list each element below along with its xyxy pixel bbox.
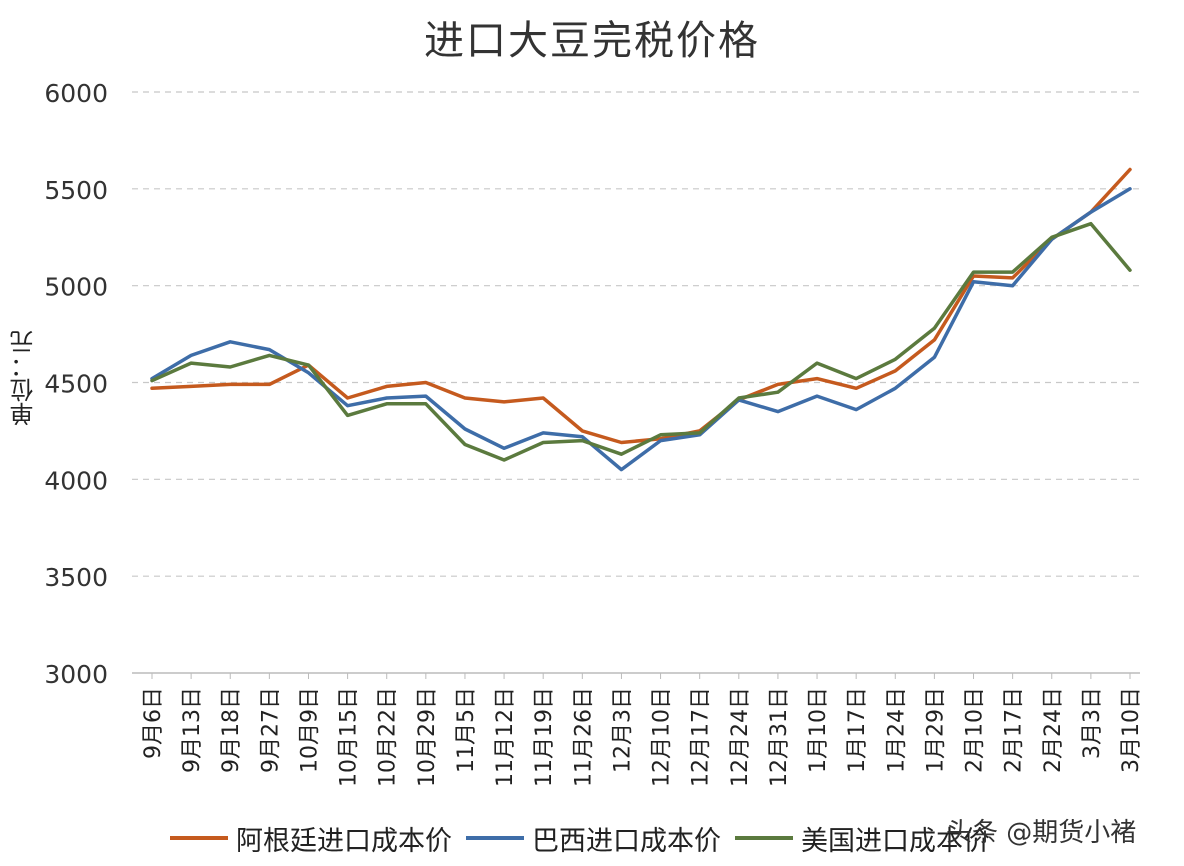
x-tick-label: 12月31日 xyxy=(767,687,792,787)
x-tick-label: 9月18日 xyxy=(219,687,244,773)
legend-item-usa: 美国进口成本价 xyxy=(735,819,990,858)
legend-label-usa: 美国进口成本价 xyxy=(801,825,990,857)
x-tick-label: 11月5日 xyxy=(454,687,479,773)
x-tick-label: 10月29日 xyxy=(415,687,440,787)
series-line xyxy=(150,167,1132,445)
y-tick-label: 4500 xyxy=(44,370,108,399)
x-tick-label: 1月24日 xyxy=(884,687,909,773)
watermark: 头条 @期货小褚 xyxy=(946,818,1137,848)
x-tick-label: 2月24日 xyxy=(1041,687,1066,773)
y-tick-label: 3000 xyxy=(44,660,108,689)
x-tick-label: 12月17日 xyxy=(689,687,714,787)
x-tick-label: 12月3日 xyxy=(610,687,635,773)
x-tick-label: 9月6日 xyxy=(141,687,166,759)
x-tick-label: 11月19日 xyxy=(532,687,557,787)
x-tick-label: 12月24日 xyxy=(728,687,753,787)
y-tick-label: 6000 xyxy=(44,79,108,108)
x-tick-label: 1月10日 xyxy=(806,687,831,773)
x-tick-label: 11月26日 xyxy=(571,687,596,787)
series-line xyxy=(150,221,1132,462)
legend-item-argentina: 阿根廷进口成本价 xyxy=(170,819,452,858)
legend-swatch-brazil xyxy=(466,836,524,840)
x-tick-label: 3月10日 xyxy=(1119,687,1144,773)
legend-swatch-argentina xyxy=(170,836,228,840)
x-tick-label: 2月10日 xyxy=(963,687,988,773)
x-tick-label: 9月27日 xyxy=(258,687,283,773)
chart-title: 进口大豆完税价格 xyxy=(424,18,760,64)
x-tick-label: 3月3日 xyxy=(1080,687,1105,759)
y-tick-label: 5000 xyxy=(44,273,108,302)
x-tick-label: 1月17日 xyxy=(845,687,870,773)
y-tick-label: 3500 xyxy=(44,563,108,592)
y-tick-label: 4000 xyxy=(44,466,108,495)
y-tick-label: 5500 xyxy=(44,176,108,205)
x-tick-label: 10月22日 xyxy=(376,687,401,787)
legend: 阿根廷进口成本价 巴西进口成本价 美国进口成本价 xyxy=(170,818,990,858)
x-tick-label: 9月13日 xyxy=(180,687,205,773)
x-tick-label: 10月15日 xyxy=(337,687,362,787)
legend-swatch-usa xyxy=(735,836,793,840)
legend-label-brazil: 巴西进口成本价 xyxy=(532,825,721,857)
x-tick-label: 11月12日 xyxy=(493,687,518,787)
x-tick-label: 1月29日 xyxy=(923,687,948,773)
x-tick-label: 10月9日 xyxy=(297,687,322,773)
legend-label-argentina: 阿根廷进口成本价 xyxy=(236,825,452,857)
x-tick-label: 12月10日 xyxy=(650,687,675,787)
legend-item-brazil: 巴西进口成本价 xyxy=(466,819,721,858)
x-tick-label: 2月17日 xyxy=(1002,687,1027,773)
series-line xyxy=(150,187,1132,472)
